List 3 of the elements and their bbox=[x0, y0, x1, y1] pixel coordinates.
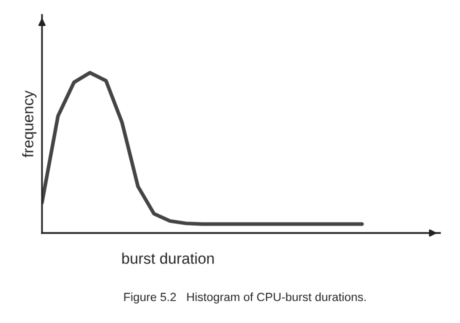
caption: Figure 5.2 Histogram of CPU-burst durations. bbox=[124, 292, 366, 304]
y-axis-title: frequency bbox=[22, 90, 36, 158]
x-axis-title: burst duration bbox=[122, 252, 214, 264]
